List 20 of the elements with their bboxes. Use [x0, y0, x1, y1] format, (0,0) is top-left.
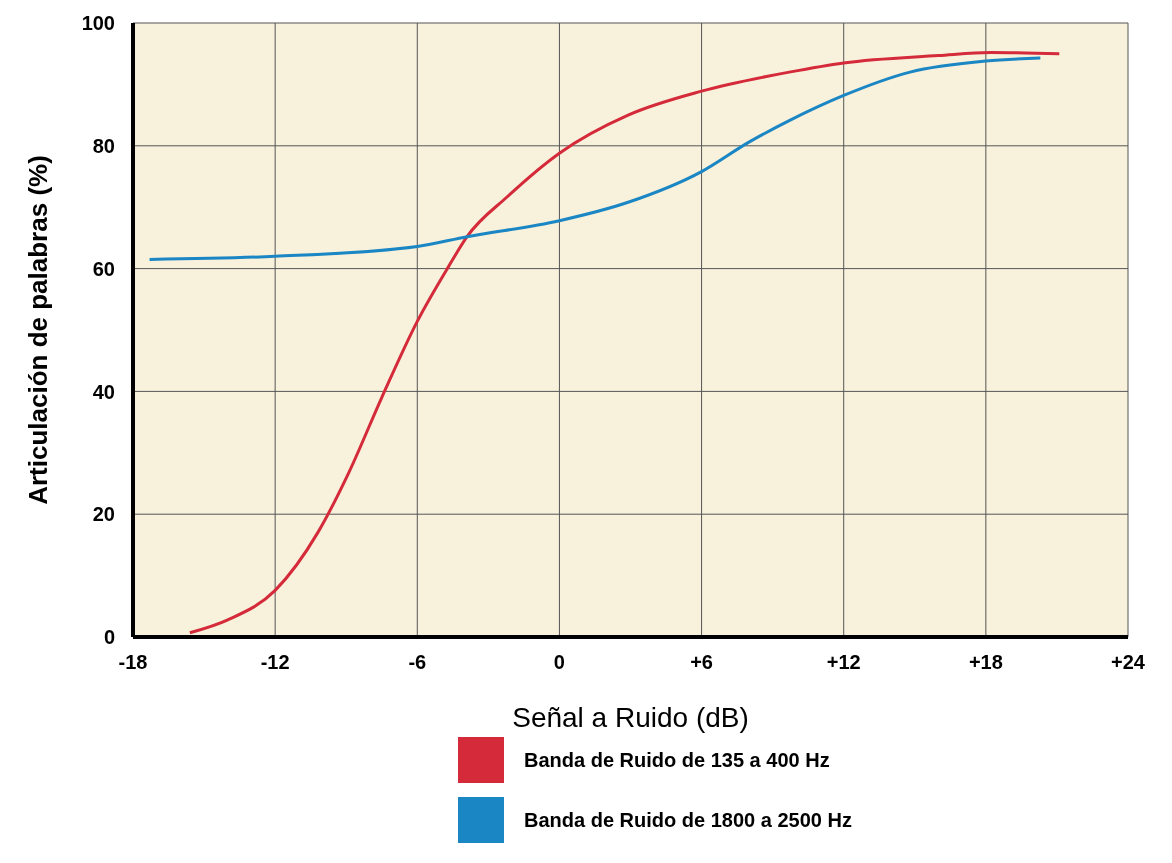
legend-label: Banda de Ruido de 135 a 400 Hz: [524, 748, 830, 772]
x-tick-label: 0: [553, 651, 565, 674]
legend-label: Banda de Ruido de 1800 a 2500 Hz: [524, 808, 852, 832]
line-series: [148, 56, 1042, 261]
y-tick-label: 40: [92, 380, 115, 403]
x-tick-label: +12: [826, 651, 861, 674]
y-tick-label: 0: [103, 626, 115, 649]
x-tick-label: +6: [690, 651, 713, 674]
y-tick-label: 100: [81, 12, 115, 35]
x-tick-label: -6: [408, 651, 427, 674]
x-tick-label: -18: [118, 651, 148, 674]
x-tick-label: +24: [1111, 651, 1146, 674]
y-axis-title: Articulación de palabras (%): [23, 155, 54, 505]
y-tick-label: 60: [92, 257, 115, 280]
x-tick-label: +18: [968, 651, 1003, 674]
line-series: [188, 50, 1061, 635]
x-axis-title: Señal a Ruido (dB): [512, 702, 749, 733]
y-tick-label: 20: [92, 503, 115, 526]
y-tick-label: 80: [92, 134, 115, 157]
x-tick-label: -12: [260, 651, 290, 674]
